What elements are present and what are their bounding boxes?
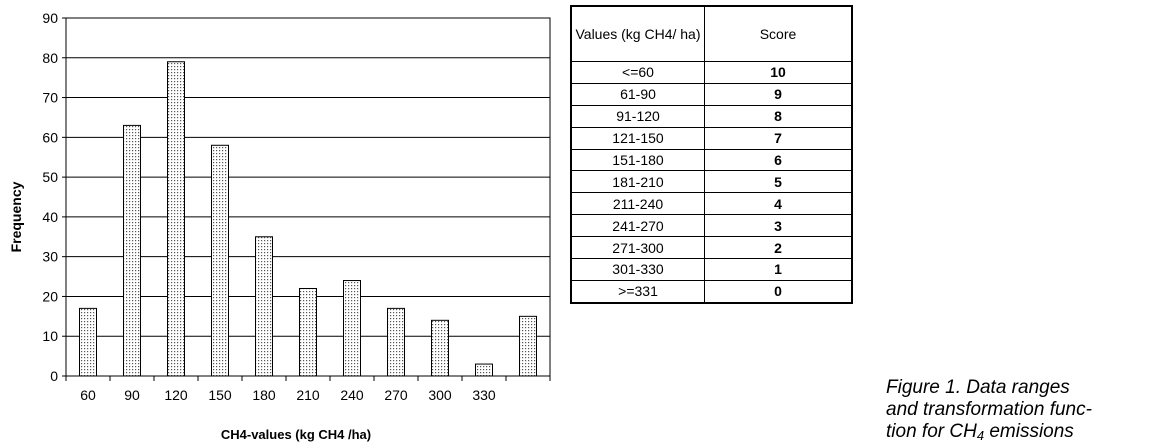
x-tick-label: 270 <box>384 387 408 403</box>
range-cell: 241-270 <box>570 214 705 238</box>
score-cell: 5 <box>704 170 853 194</box>
x-tick-label: 120 <box>164 387 188 403</box>
range-cell: 301-330 <box>570 258 705 281</box>
y-tick-label: 90 <box>42 10 58 26</box>
histogram-bar <box>167 61 185 377</box>
score-table: Values (kg CH4/ ha) Score <=60 10 61-90 9 91… <box>570 5 853 304</box>
range-cell: 211-240 <box>570 192 705 216</box>
x-tick-label: 300 <box>428 387 452 403</box>
score-table-row: 301-330 1 <box>570 258 853 281</box>
range-cell: 181-210 <box>570 170 705 194</box>
score-cell: 3 <box>704 214 853 238</box>
range-cell: <=60 <box>570 61 705 84</box>
score-cell: 7 <box>704 126 853 150</box>
score-table-header-row: Values (kg CH4/ ha) Score <box>570 5 853 62</box>
score-cell: 10 <box>704 61 853 84</box>
y-tick-label: 50 <box>42 169 58 185</box>
histogram-chart: 0 10 20 30 40 50 60 70 80 90 60 90 120 150 180 210 240 27… <box>8 10 551 442</box>
score-table-row: <=60 10 <box>570 61 853 84</box>
histogram-bar <box>343 280 361 377</box>
histogram-bar <box>123 124 141 377</box>
y-tick-label: 30 <box>42 249 58 265</box>
score-cell: 2 <box>704 236 853 260</box>
score-table-row: 211-240 4 <box>570 192 853 216</box>
histogram-bar <box>211 144 229 377</box>
x-tick-label: 330 <box>472 387 496 403</box>
caption-text: Figure 1. Data ranges and transformation… <box>886 377 1092 442</box>
y-tick-label: 70 <box>42 90 58 106</box>
histogram-bar <box>299 287 317 377</box>
histogram-bar <box>255 236 273 377</box>
x-tick-label: 90 <box>124 387 140 403</box>
score-table-row: 151-180 6 <box>570 148 853 172</box>
x-tick-label: 180 <box>252 387 276 403</box>
x-tick-label: 150 <box>208 387 232 403</box>
score-table-body: <=60 10 61-90 9 91-120 8 121-150 7 151-180 6 181-2… <box>570 61 853 304</box>
range-cell: 121-150 <box>570 126 705 150</box>
histogram-bar <box>475 363 493 377</box>
score-cell: 8 <box>704 104 853 128</box>
range-cell: 271-300 <box>570 236 705 260</box>
histogram-bar <box>431 319 449 377</box>
score-column-header: Score <box>704 5 853 62</box>
range-cell: 91-120 <box>570 104 705 128</box>
plot-area-border <box>65 17 551 377</box>
histogram-bar <box>387 307 405 377</box>
x-axis-label: CH4-values (kg CH4 /ha) <box>221 427 371 442</box>
caption-text-end: emissions <box>984 421 1074 442</box>
score-table-row: 61-90 9 <box>570 82 853 106</box>
score-table-row: 271-300 2 <box>570 236 853 260</box>
score-table-row: 91-120 8 <box>570 104 853 128</box>
y-tick-label: 60 <box>42 129 58 145</box>
score-table-row: 241-270 3 <box>570 214 853 238</box>
range-cell: 151-180 <box>570 148 705 172</box>
range-cell: 61-90 <box>570 82 705 106</box>
range-column-header: Values (kg CH4/ ha) <box>570 5 705 62</box>
histogram-bar <box>519 315 537 377</box>
x-tick-label: 210 <box>296 387 320 403</box>
score-table-row: 121-150 7 <box>570 126 853 150</box>
score-cell: 9 <box>704 82 853 106</box>
range-cell: >=331 <box>570 279 705 304</box>
score-cell: 6 <box>704 148 853 172</box>
y-tick-label: 20 <box>42 288 58 304</box>
x-tick-label: 240 <box>340 387 364 403</box>
score-cell: 4 <box>704 192 853 216</box>
y-tick-label: 10 <box>42 328 58 344</box>
score-cell: 1 <box>704 258 853 281</box>
score-table-row: >=331 0 <box>570 279 853 304</box>
y-tick-label: 40 <box>42 209 58 225</box>
x-tick-label: 60 <box>80 387 96 403</box>
figure-caption: Figure 1. Data ranges and transformation… <box>886 377 1148 443</box>
score-cell: 0 <box>704 279 853 304</box>
y-axis-label: Frequency <box>8 181 24 252</box>
histogram-bar <box>79 307 97 377</box>
y-tick-label: 80 <box>42 50 58 66</box>
y-tick-label: 0 <box>50 368 58 384</box>
score-table-row: 181-210 5 <box>570 170 853 194</box>
caption-subscript: 4 <box>976 428 985 443</box>
